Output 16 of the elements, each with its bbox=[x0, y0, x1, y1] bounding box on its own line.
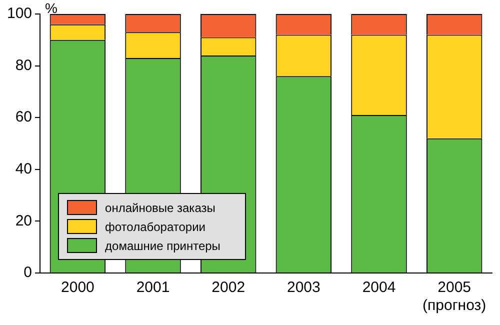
x-tick-label: 2001 bbox=[136, 279, 170, 296]
y-axis-title: % bbox=[45, 0, 58, 16]
y-tick-label: 40 bbox=[15, 160, 32, 178]
x-tick-label: 2004 bbox=[362, 279, 396, 296]
y-tick-label: 60 bbox=[15, 108, 32, 126]
legend-label: онлайновые заказы bbox=[105, 200, 216, 214]
y-tick-label: 0 bbox=[24, 264, 32, 282]
y-tick-label: 20 bbox=[15, 212, 32, 230]
series-label: домашние принтеры bbox=[105, 238, 220, 252]
legend-label: фотолаборатории bbox=[105, 220, 206, 234]
x-tick-label: 2002 bbox=[212, 279, 246, 296]
x-tick-label: 2000 bbox=[61, 279, 94, 296]
x-tick-label: 2003 bbox=[286, 279, 320, 296]
y-tick-label: 100 bbox=[6, 5, 32, 22]
y-tick-label: 80 bbox=[15, 56, 32, 74]
x-tick-label: 2005 (прогноз) bbox=[422, 279, 486, 314]
